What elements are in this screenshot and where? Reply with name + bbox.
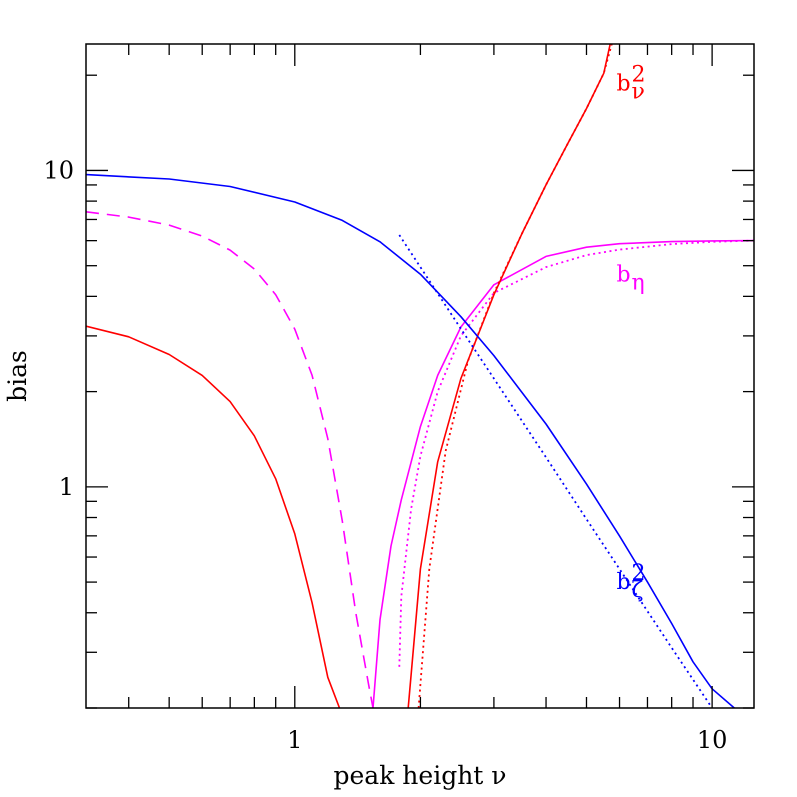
series-magenta-dashed: [86, 211, 374, 708]
x-tick-label: 1: [287, 726, 302, 754]
x-tick-label: 10: [697, 726, 728, 754]
series-red-dotted-high: [417, 44, 613, 708]
tick-label-layer: 1 10 1 10: [43, 156, 727, 754]
curve-label-subscript: ζ: [631, 578, 643, 603]
tick-layer: [86, 44, 754, 709]
series-magenta-solid: [372, 239, 754, 708]
y-axis-title: bias: [3, 350, 32, 402]
series-blue-solid: [86, 173, 735, 708]
curve-label-b-nu: b 2ν: [616, 62, 645, 104]
curve-label-superscript: 2: [631, 62, 645, 87]
series-layer: [86, 44, 754, 708]
curve-label-base: b: [616, 570, 630, 595]
curve-label-base: b: [616, 71, 630, 96]
curve-label-superscript: 2: [631, 561, 645, 586]
series-magenta-dotted: [398, 239, 754, 667]
x-axis-title: peak height ν: [334, 761, 507, 790]
curve-label-subscript: η: [631, 270, 644, 295]
curve-label-b-zeta: b 2ζ: [616, 561, 645, 603]
series-blue-dotted: [398, 234, 714, 708]
y-tick-label: 1: [59, 473, 74, 501]
y-tick-label: 10: [43, 156, 74, 184]
curve-label-layer: b 2νb ηb 2ζ: [616, 62, 645, 602]
curve-label-base: b: [616, 262, 630, 287]
plot-frame: [85, 43, 755, 709]
series-red-low-solid: [86, 325, 341, 708]
curve-label-subscript: ν: [631, 79, 644, 104]
